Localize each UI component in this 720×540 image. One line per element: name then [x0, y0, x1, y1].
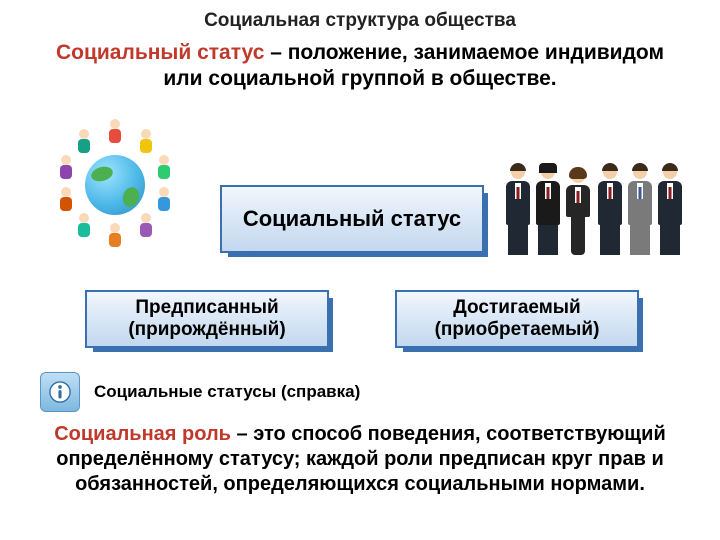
info-label[interactable]: Социальные статусы (справка): [94, 382, 360, 402]
box-main: Социальный статус: [220, 185, 484, 253]
info-row: Социальные статусы (справка): [40, 372, 360, 412]
person-woman-1: [565, 169, 591, 255]
kid-figure: [108, 223, 122, 251]
person-suit-1: [505, 165, 531, 255]
illustration-children-globe: [35, 120, 195, 250]
kid-figure: [77, 129, 91, 157]
intro-term: Социальный статус: [56, 41, 264, 64]
kid-figure: [108, 119, 122, 147]
person-gray: [627, 165, 653, 255]
kid-figure: [139, 129, 153, 157]
illustration-professionals: [505, 115, 685, 255]
box-main-label: Социальный статус: [243, 206, 461, 231]
kid-figure: [157, 155, 171, 183]
info-icon[interactable]: [40, 372, 80, 412]
conclusion-term: Социальная роль: [54, 423, 231, 445]
kid-figure: [59, 155, 73, 183]
kid-figure: [77, 213, 91, 241]
box-prescribed: Предписанный (прирождённый): [85, 290, 329, 348]
intro-paragraph: Социальный статус – положение, занимаемо…: [40, 40, 680, 93]
person-suit-3: [657, 165, 683, 255]
box-prescribed-line2: (прирождённый): [128, 319, 285, 341]
box-achieved-line1: Достигаемый: [435, 297, 600, 319]
kid-figure: [59, 187, 73, 215]
box-achieved-line2: (приобретаемый): [435, 319, 600, 341]
page-title: Социальная структура общества: [0, 10, 720, 32]
kid-figure: [157, 187, 171, 215]
slide: Социальная структура общества Социальный…: [0, 0, 720, 540]
box-achieved: Достигаемый (приобретаемый): [395, 290, 639, 348]
person-suit-2: [597, 165, 623, 255]
person-police: [535, 165, 561, 255]
kid-figure: [139, 213, 153, 241]
conclusion-paragraph: Социальная роль – это способ поведения, …: [50, 422, 670, 497]
globe-icon: [85, 155, 145, 215]
box-prescribed-line1: Предписанный: [128, 297, 285, 319]
